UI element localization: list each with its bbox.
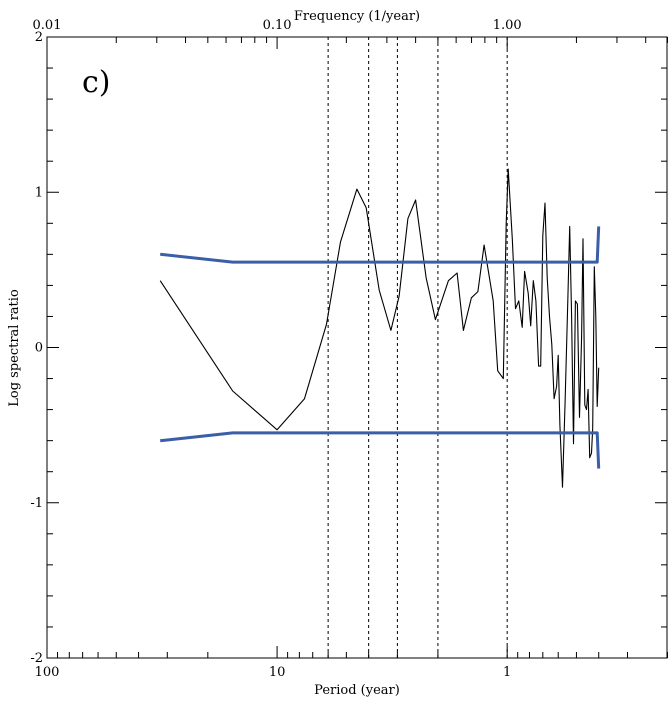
panel-label: c) bbox=[82, 65, 111, 100]
y-tick-label: 1 bbox=[35, 185, 43, 200]
x-axis-top-title: Frequency (1/year) bbox=[294, 9, 420, 24]
spectral-ratio-line bbox=[159, 168, 600, 488]
x-bottom-tick-label: 100 bbox=[35, 665, 60, 680]
reference-lines bbox=[327, 37, 508, 658]
lower-confidence-line bbox=[160, 431, 601, 469]
x-bottom-tick-label: 1 bbox=[503, 665, 511, 680]
y-tick-label: 2 bbox=[35, 30, 43, 45]
plot-border bbox=[46, 36, 668, 659]
plot-frame bbox=[46, 36, 668, 659]
y-tick-label: 0 bbox=[35, 341, 43, 356]
y-tick-label: -2 bbox=[30, 651, 43, 666]
x-bottom-tick-label: 10 bbox=[269, 665, 286, 680]
x-axis-bottom-title: Period (year) bbox=[314, 683, 400, 698]
series-layer bbox=[159, 168, 601, 488]
x-top-tick-label: 0.01 bbox=[33, 18, 62, 33]
x-top-tick-label: 0.10 bbox=[263, 18, 292, 33]
upper-confidence-line bbox=[160, 226, 601, 264]
y-axis-title: Log spectral ratio bbox=[7, 289, 22, 407]
y-tick-label: -1 bbox=[30, 496, 43, 511]
x-top-tick-label: 1.00 bbox=[493, 18, 522, 33]
